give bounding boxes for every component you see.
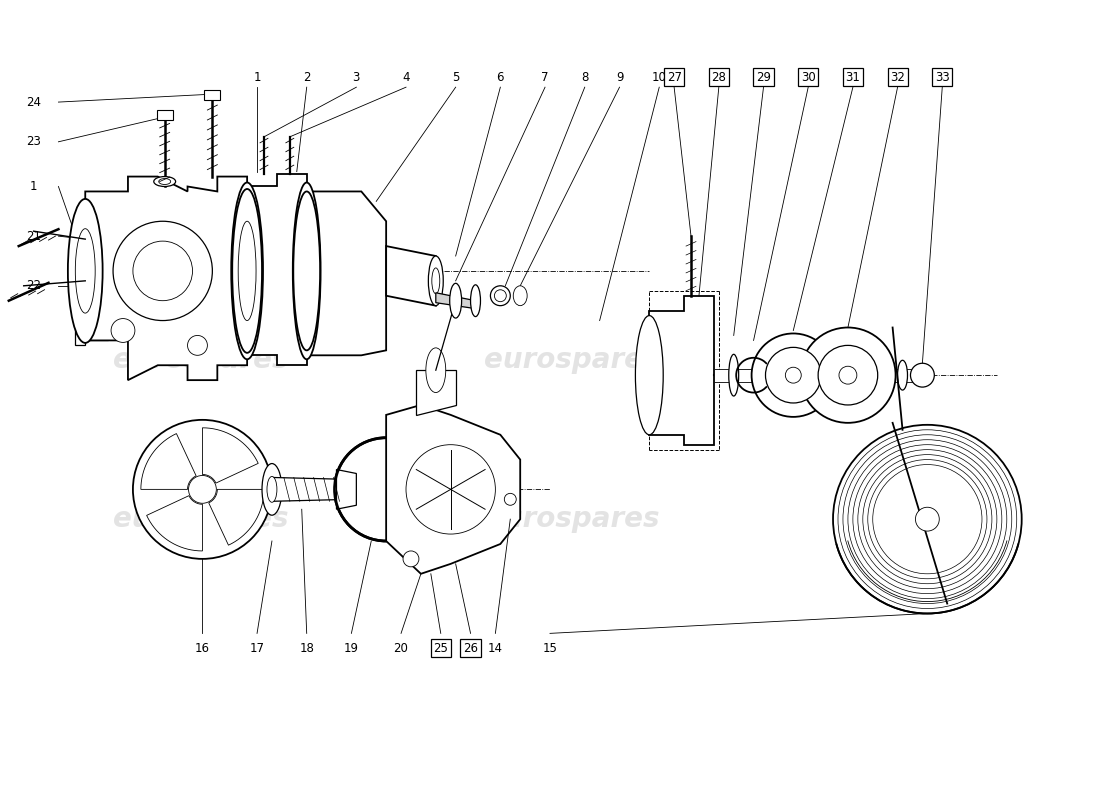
Text: 7: 7 (541, 70, 549, 84)
Circle shape (133, 420, 272, 559)
Ellipse shape (158, 178, 170, 185)
Circle shape (833, 425, 1022, 614)
Circle shape (504, 494, 516, 506)
Text: 29: 29 (756, 70, 771, 84)
Circle shape (785, 367, 801, 383)
Text: 31: 31 (846, 70, 860, 84)
Text: 32: 32 (890, 70, 905, 84)
Polygon shape (386, 405, 520, 574)
Text: 22: 22 (26, 279, 41, 292)
Polygon shape (146, 496, 202, 551)
Circle shape (111, 318, 135, 342)
Text: 14: 14 (488, 642, 503, 654)
Circle shape (751, 334, 835, 417)
Text: 19: 19 (344, 642, 359, 654)
Circle shape (334, 438, 438, 541)
Text: 20: 20 (394, 642, 408, 654)
Polygon shape (714, 369, 927, 382)
Ellipse shape (239, 222, 256, 321)
Text: 8: 8 (581, 70, 589, 84)
Text: 30: 30 (801, 70, 815, 84)
Text: 9: 9 (616, 70, 624, 84)
Text: 16: 16 (195, 642, 210, 654)
Polygon shape (386, 246, 436, 306)
Text: 6: 6 (496, 70, 504, 84)
Ellipse shape (232, 189, 262, 353)
Text: eurospares: eurospares (484, 505, 660, 533)
Circle shape (403, 551, 419, 567)
Ellipse shape (450, 283, 462, 318)
Text: 3: 3 (353, 70, 360, 84)
Ellipse shape (636, 315, 663, 434)
Text: 27: 27 (667, 70, 682, 84)
Ellipse shape (514, 286, 527, 306)
Circle shape (406, 445, 495, 534)
Ellipse shape (68, 199, 102, 343)
Text: 23: 23 (26, 135, 41, 148)
Ellipse shape (294, 191, 320, 350)
Text: 5: 5 (452, 70, 460, 84)
Polygon shape (248, 174, 307, 366)
Text: 21: 21 (26, 230, 41, 242)
Polygon shape (307, 191, 386, 355)
Circle shape (187, 335, 208, 355)
Text: 33: 33 (935, 70, 949, 84)
Text: eurospares: eurospares (112, 505, 288, 533)
Ellipse shape (471, 285, 481, 317)
Polygon shape (86, 177, 248, 380)
Ellipse shape (267, 477, 277, 502)
Circle shape (839, 366, 857, 384)
Polygon shape (202, 428, 258, 483)
Text: eurospares: eurospares (112, 346, 288, 374)
Text: 15: 15 (542, 642, 558, 654)
Text: eurospares: eurospares (484, 346, 660, 374)
Circle shape (113, 222, 212, 321)
Circle shape (133, 241, 192, 301)
Polygon shape (75, 326, 108, 346)
Ellipse shape (728, 354, 739, 396)
Ellipse shape (293, 182, 320, 359)
Text: 1: 1 (253, 70, 261, 84)
Ellipse shape (154, 177, 176, 186)
Text: 24: 24 (26, 95, 41, 109)
Text: 26: 26 (463, 642, 478, 654)
Ellipse shape (426, 348, 446, 393)
Text: 10: 10 (652, 70, 667, 84)
Circle shape (188, 475, 217, 503)
Text: 2: 2 (302, 70, 310, 84)
Circle shape (911, 363, 934, 387)
Text: 17: 17 (250, 642, 264, 654)
Circle shape (491, 286, 510, 306)
Polygon shape (272, 478, 351, 502)
Circle shape (494, 290, 506, 302)
Ellipse shape (231, 182, 263, 359)
Text: 1: 1 (30, 180, 37, 193)
Polygon shape (337, 470, 356, 510)
Text: 18: 18 (299, 642, 315, 654)
Polygon shape (209, 490, 264, 545)
Polygon shape (141, 434, 196, 490)
Circle shape (766, 347, 821, 403)
Polygon shape (649, 296, 714, 445)
Ellipse shape (432, 268, 440, 294)
Ellipse shape (898, 360, 907, 390)
Polygon shape (416, 370, 455, 415)
Polygon shape (205, 90, 220, 100)
Ellipse shape (262, 463, 282, 515)
Text: 28: 28 (712, 70, 726, 84)
Ellipse shape (428, 256, 443, 306)
Polygon shape (436, 293, 475, 309)
Circle shape (818, 346, 878, 405)
Circle shape (915, 507, 939, 531)
Text: 25: 25 (433, 642, 448, 654)
Polygon shape (157, 110, 173, 120)
Circle shape (800, 327, 895, 423)
Text: 4: 4 (403, 70, 410, 84)
Ellipse shape (75, 229, 96, 313)
